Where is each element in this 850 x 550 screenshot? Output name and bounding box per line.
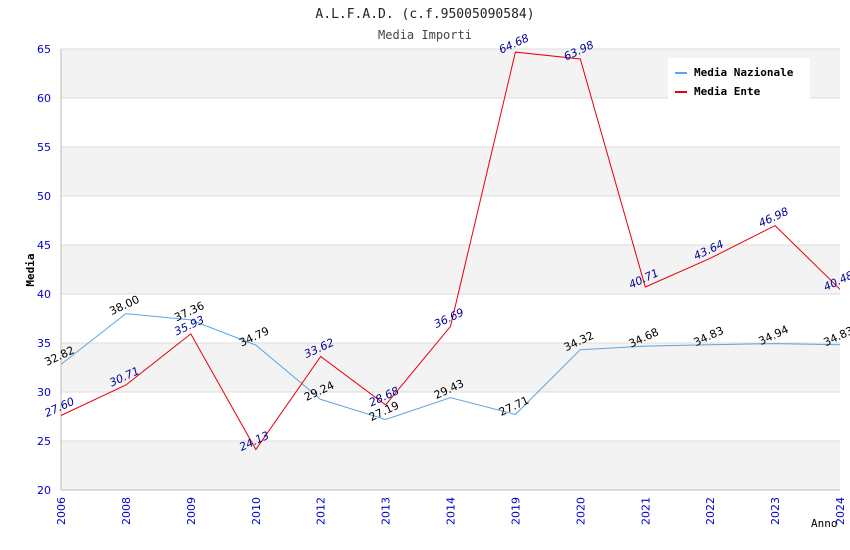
x-axis-label: Anno [811,517,838,530]
legend-label: Media Ente [694,85,761,98]
y-tick-label: 55 [37,141,51,154]
legend: Media Nazionale Media Ente [668,58,810,102]
y-tick-label: 45 [37,239,51,252]
x-tick-label: 2012 [315,497,328,525]
chart-subtitle: Media Importi [378,28,472,42]
y-tick-label: 30 [37,386,51,399]
x-tick-label: 2006 [55,497,68,525]
y-tick-label: 20 [37,484,51,497]
x-tick-label: 2008 [120,497,133,525]
x-tick-label: 2023 [769,497,782,525]
x-tick-label: 2024 [834,497,847,525]
series-lines [60,51,841,451]
data-label: 27.71 [497,394,531,419]
x-tick-label: 2010 [250,497,263,525]
y-tick-label: 35 [37,337,51,350]
x-axis-ticks: 2006 2008 2009 2010 2012 2013 2014 2019 2020 2021… [55,497,847,525]
band-4 [61,245,840,294]
y-tick-label: 50 [37,190,51,203]
x-tick-label: 2009 [185,497,198,525]
x-tick-label: 2020 [574,497,587,525]
x-tick-label: 2014 [445,497,458,525]
band-0 [61,441,840,490]
x-tick-label: 2021 [639,497,652,525]
x-tick-label: 2022 [704,497,717,525]
band-2 [61,343,840,392]
gridlines [61,48,840,491]
y-axis-ticks: 20 25 30 35 40 45 50 55 60 65 [37,43,51,497]
chart-title: A.L.F.A.D. (c.f.95005090584) [315,7,534,22]
y-tick-label: 60 [37,92,51,105]
y-tick-label: 40 [37,288,51,301]
y-tick-label: 65 [37,43,51,56]
background-bands [61,49,840,490]
y-axis-label: Media [24,253,37,286]
x-tick-label: 2019 [509,497,522,525]
series-line-media-nazionale [60,313,841,421]
data-label: 36.69 [432,306,466,331]
legend-box [668,58,810,102]
band-6 [61,147,840,196]
series-line-media-ente [60,51,841,451]
legend-label: Media Nazionale [694,66,794,79]
x-tick-label: 2013 [380,497,393,525]
y-tick-label: 25 [37,435,51,448]
